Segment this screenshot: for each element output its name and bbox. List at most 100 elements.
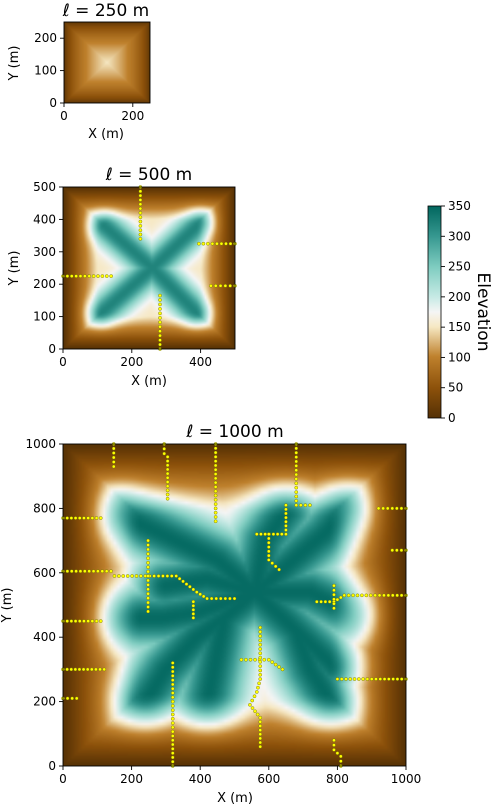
valley-marker (90, 667, 94, 672)
colorbar-tick-label: 200 (448, 290, 471, 304)
valley-marker (390, 548, 395, 553)
valley-marker (158, 324, 162, 329)
colorbar-tick-label: 300 (448, 229, 471, 243)
valley-line (390, 548, 408, 553)
valley-marker (395, 548, 399, 553)
valley-marker (69, 569, 74, 573)
valley-marker (218, 284, 223, 288)
panel-title-l250: ℓ = 250 m (62, 1, 150, 21)
valley-marker (158, 333, 162, 338)
valley-marker (94, 619, 99, 623)
valley-marker (69, 274, 74, 278)
valley-marker (74, 696, 79, 701)
valley-marker (258, 660, 263, 664)
valley-marker (170, 686, 175, 691)
plot-frame (63, 21, 151, 104)
valley-marker (90, 516, 95, 520)
valley-marker (138, 202, 143, 207)
valley-marker (165, 471, 170, 476)
valley-marker (219, 596, 223, 601)
valley-marker (78, 274, 83, 278)
valley-marker (170, 716, 175, 721)
valley-marker (83, 569, 87, 573)
valley-marker (74, 569, 78, 573)
valley-line (112, 574, 237, 601)
y-tick-label: 400 (33, 630, 56, 644)
valley-marker (111, 460, 116, 464)
valley-marker (273, 662, 278, 667)
valley-marker (368, 593, 373, 598)
valley-marker (105, 274, 109, 278)
valley-marker (205, 596, 209, 601)
valley-marker (332, 606, 336, 610)
valley-marker (170, 759, 175, 764)
valley-marker (252, 694, 257, 699)
valley-marker (73, 667, 78, 672)
valley-marker (275, 532, 280, 536)
valley-marker (146, 543, 150, 547)
valley-marker (210, 241, 215, 246)
valley-marker (138, 211, 143, 215)
valley-marker (65, 274, 70, 278)
valley-marker (277, 567, 281, 572)
y-tick-label: 800 (33, 501, 56, 515)
valley-marker (94, 667, 98, 672)
valley-marker (323, 600, 328, 604)
valley-marker (65, 619, 69, 623)
x-tick-label: 600 (257, 772, 280, 786)
colorbar-tick-label: 100 (448, 350, 471, 364)
valley-marker (87, 569, 91, 573)
valley-marker (253, 709, 257, 714)
valley-marker (158, 311, 162, 316)
valley-marker (213, 519, 218, 524)
valley-line (213, 442, 218, 524)
valley-marker (376, 506, 381, 511)
valley-marker (170, 665, 175, 670)
valley-marker (239, 657, 244, 662)
valley-marker (382, 677, 387, 681)
valley-marker (111, 464, 116, 469)
valley-marker (257, 681, 261, 686)
valley-marker (146, 574, 150, 578)
valley-marker (267, 536, 271, 541)
valley-marker (213, 510, 218, 515)
valley-marker (165, 488, 170, 493)
valley-marker (170, 734, 175, 738)
valley-line (209, 284, 237, 288)
valley-marker (374, 677, 378, 681)
valley-marker (69, 619, 74, 623)
y-tick-label: 300 (33, 245, 56, 259)
valley-marker (399, 593, 404, 598)
valley-marker (271, 532, 276, 536)
valley-marker (188, 584, 192, 589)
valley-marker (332, 597, 336, 601)
valley-marker (170, 704, 175, 708)
valley-marker (267, 532, 271, 536)
valley-marker (146, 609, 150, 614)
valley-line (335, 677, 408, 681)
valley-marker (96, 274, 100, 278)
valley-marker (134, 574, 139, 578)
valley-marker (170, 751, 175, 755)
valley-marker (250, 706, 255, 710)
valley-marker (294, 481, 299, 486)
valley-marker (395, 677, 400, 681)
valley-marker (117, 574, 121, 578)
valley-marker (158, 338, 162, 342)
valley-marker (382, 593, 386, 598)
valley-marker (82, 516, 86, 520)
x-tick-label: 0 (59, 772, 67, 786)
valley-marker (146, 556, 150, 561)
valley-marker (138, 206, 143, 211)
valley-marker (161, 574, 165, 578)
valley-marker (267, 657, 271, 662)
valley-marker (284, 519, 288, 524)
valley-marker (213, 515, 218, 519)
valley-marker (213, 459, 218, 463)
valley-marker (294, 468, 299, 472)
valley-line (111, 442, 116, 469)
valley-marker (170, 691, 175, 695)
valley-marker (158, 302, 162, 307)
valley-marker (280, 667, 285, 672)
